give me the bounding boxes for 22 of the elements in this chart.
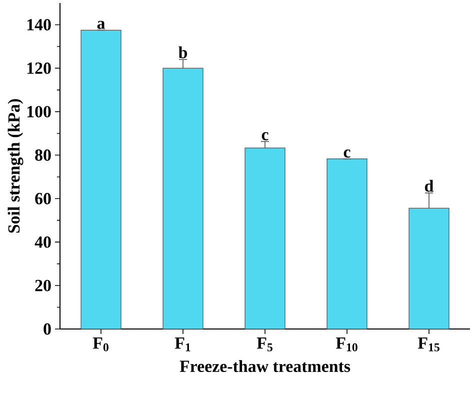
x-tick-label: F$_{1}$ bbox=[174, 338, 190, 352]
y-tick-label: 0 bbox=[44, 323, 51, 335]
bar bbox=[80, 30, 122, 330]
annotation: d bbox=[424, 180, 434, 192]
y-tick-label: 60 bbox=[35, 192, 51, 204]
y-tick-label: 40 bbox=[34, 236, 51, 248]
x-tick-label: F$_{0}$ bbox=[92, 338, 108, 352]
annotation: c bbox=[344, 149, 350, 158]
annotation: a bbox=[97, 20, 105, 29]
y-tick-label: 20 bbox=[35, 280, 51, 292]
bar bbox=[326, 158, 368, 330]
x-tick-label: F$_{5}$ bbox=[256, 338, 272, 352]
annotation: b bbox=[178, 46, 188, 58]
x-tick-label: F$_{10}$ bbox=[336, 338, 358, 352]
y-tick-label: 80 bbox=[35, 149, 51, 161]
y-tick-label: 120 bbox=[27, 62, 51, 74]
x-tick-label: F$_{15}$ bbox=[418, 338, 440, 352]
y-tick-label: 140 bbox=[27, 19, 51, 30]
y-tick-label: 100 bbox=[27, 106, 51, 118]
y-axis-title: Soil strength (kPa) bbox=[8, 99, 24, 233]
annotation: c bbox=[262, 132, 268, 140]
x-axis-title: Freeze-thaw treatments bbox=[180, 360, 350, 372]
